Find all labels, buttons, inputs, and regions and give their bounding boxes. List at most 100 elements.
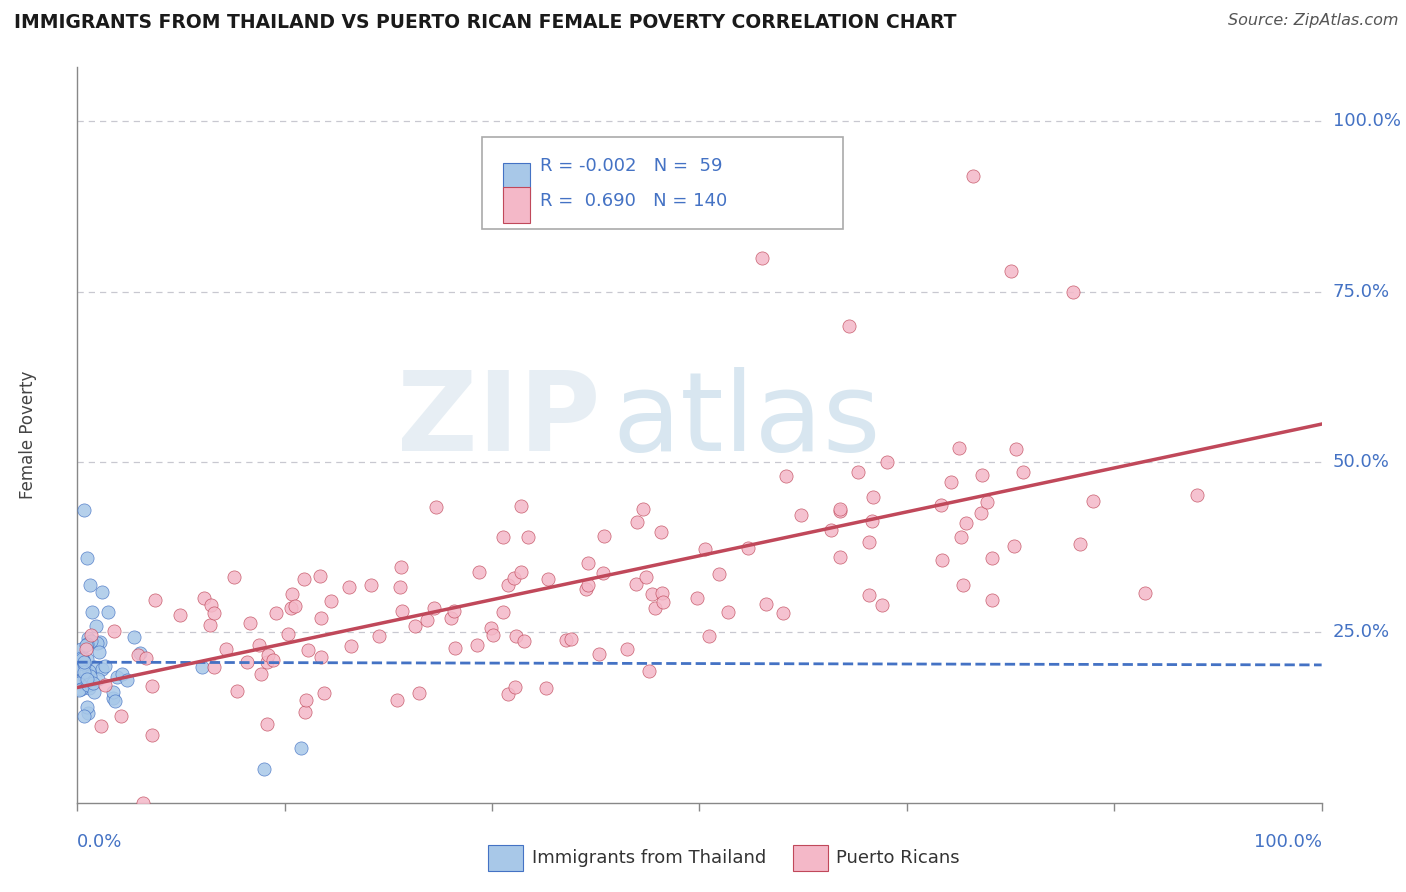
- Point: [86, 636, 108, 650]
- Point: [952, 577, 974, 591]
- Point: [89, 635, 111, 649]
- Point: [90, 662, 112, 676]
- Point: [389, 580, 412, 594]
- Point: [634, 570, 657, 584]
- Point: [104, 693, 127, 707]
- Point: [578, 578, 600, 592]
- Point: [337, 580, 360, 594]
- Point: [72, 649, 94, 664]
- Point: [72, 652, 94, 666]
- Point: [838, 318, 860, 333]
- Point: [103, 691, 125, 706]
- Point: [503, 680, 526, 694]
- Point: [262, 653, 284, 667]
- Point: [385, 693, 408, 707]
- Point: [404, 619, 426, 633]
- Point: [77, 681, 100, 695]
- Point: [191, 659, 214, 673]
- Point: [72, 503, 94, 517]
- Point: [97, 605, 120, 619]
- Point: [80, 628, 103, 642]
- Point: [492, 530, 515, 544]
- Point: [128, 646, 150, 660]
- Point: [80, 634, 103, 648]
- Point: [67, 676, 90, 690]
- Point: [67, 651, 90, 665]
- Point: [69, 651, 91, 665]
- Point: [76, 632, 98, 646]
- Point: [858, 535, 880, 549]
- Point: [290, 741, 312, 756]
- Point: [509, 500, 531, 514]
- Point: [256, 716, 278, 731]
- Point: [1069, 537, 1091, 551]
- Point: [309, 611, 332, 625]
- Point: [70, 642, 93, 657]
- Text: 25.0%: 25.0%: [1333, 624, 1391, 641]
- Point: [75, 641, 97, 656]
- Text: atlas: atlas: [613, 367, 882, 474]
- Point: [93, 658, 115, 673]
- Point: [616, 641, 638, 656]
- Point: [876, 454, 898, 468]
- Text: 0.0%: 0.0%: [77, 833, 122, 851]
- Point: [215, 641, 238, 656]
- Point: [626, 516, 648, 530]
- Point: [929, 499, 952, 513]
- Point: [103, 624, 125, 639]
- Point: [280, 601, 302, 615]
- Point: [247, 638, 270, 652]
- Point: [1185, 488, 1208, 502]
- Point: [235, 656, 257, 670]
- Point: [755, 597, 778, 611]
- Point: [948, 442, 970, 456]
- Point: [84, 618, 107, 632]
- Point: [588, 647, 610, 661]
- FancyBboxPatch shape: [503, 163, 530, 199]
- Point: [319, 594, 342, 608]
- Point: [87, 672, 110, 686]
- Point: [76, 673, 98, 687]
- Point: [200, 598, 222, 612]
- Point: [828, 549, 851, 564]
- Point: [789, 508, 811, 522]
- Text: 50.0%: 50.0%: [1333, 453, 1389, 471]
- Point: [1062, 285, 1084, 299]
- Point: [91, 584, 114, 599]
- Point: [281, 587, 304, 601]
- Text: Immigrants from Thailand: Immigrants from Thailand: [531, 849, 766, 867]
- Point: [496, 687, 519, 701]
- Point: [408, 686, 430, 700]
- Point: [651, 586, 673, 600]
- Point: [70, 652, 93, 666]
- Point: [76, 550, 98, 565]
- Point: [697, 629, 720, 643]
- Point: [75, 665, 97, 679]
- Point: [775, 468, 797, 483]
- Point: [1135, 586, 1157, 600]
- Point: [858, 588, 880, 602]
- Point: [309, 569, 332, 583]
- Point: [537, 572, 560, 586]
- Point: [292, 572, 315, 586]
- Point: [202, 606, 225, 620]
- Point: [70, 682, 93, 697]
- Text: R =  0.690   N = 140: R = 0.690 N = 140: [540, 193, 727, 211]
- Point: [931, 553, 953, 567]
- FancyBboxPatch shape: [793, 845, 828, 871]
- Point: [650, 525, 672, 540]
- Point: [772, 606, 794, 620]
- Point: [955, 516, 977, 530]
- Point: [512, 634, 534, 648]
- Point: [425, 500, 447, 515]
- Text: IMMIGRANTS FROM THAILAND VS PUERTO RICAN FEMALE POVERTY CORRELATION CHART: IMMIGRANTS FROM THAILAND VS PUERTO RICAN…: [14, 13, 956, 32]
- Point: [77, 677, 100, 691]
- Point: [135, 651, 157, 665]
- Point: [141, 728, 163, 742]
- Point: [862, 490, 884, 504]
- Point: [950, 530, 973, 544]
- Point: [295, 693, 318, 707]
- Point: [127, 648, 149, 662]
- Point: [505, 629, 527, 643]
- Point: [105, 670, 128, 684]
